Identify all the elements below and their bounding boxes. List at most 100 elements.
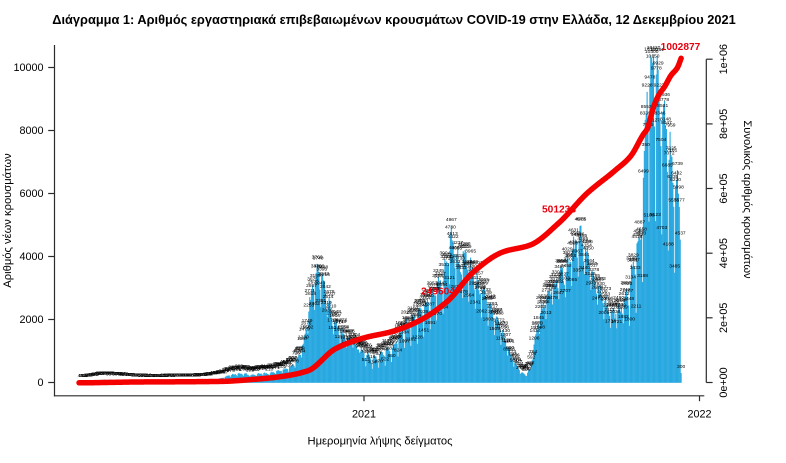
svg-text:1552: 1552	[302, 324, 313, 330]
svg-text:7959: 7959	[665, 123, 676, 129]
svg-text:7161: 7161	[666, 148, 677, 154]
svg-text:4658: 4658	[636, 227, 647, 233]
svg-text:3378: 3378	[588, 267, 599, 273]
svg-text:2564: 2564	[463, 293, 474, 299]
svg-text:9228: 9228	[642, 83, 653, 89]
svg-text:1230: 1230	[298, 335, 309, 341]
svg-text:4537: 4537	[675, 230, 686, 236]
svg-text:1721: 1721	[611, 319, 622, 325]
svg-text:4256: 4256	[582, 239, 593, 245]
svg-text:3017: 3017	[479, 278, 490, 284]
svg-text:8581: 8581	[657, 103, 668, 109]
svg-text:1206: 1206	[529, 335, 540, 341]
svg-text:300: 300	[677, 364, 685, 370]
svg-text:2495: 2495	[485, 295, 496, 301]
svg-text:3083: 3083	[595, 276, 606, 282]
svg-text:2013: 2013	[541, 310, 552, 316]
svg-text:2021: 2021	[352, 409, 376, 421]
svg-text:Αριθμός νέων κρουσμάτων: Αριθμός νέων κρουσμάτων	[2, 153, 14, 288]
svg-text:4e+05: 4e+05	[718, 238, 730, 268]
svg-text:4188: 4188	[663, 241, 674, 247]
svg-text:3531: 3531	[439, 262, 450, 268]
svg-text:422: 422	[526, 360, 534, 366]
svg-text:1803: 1803	[483, 317, 494, 323]
svg-text:5123: 5123	[650, 212, 661, 218]
svg-text:Ημερομηνία λήψης δείγματος: Ημερομηνία λήψης δείγματος	[307, 436, 453, 448]
svg-text:2618: 2618	[305, 291, 316, 297]
svg-text:9478: 9478	[644, 75, 655, 81]
svg-text:3188: 3188	[637, 273, 648, 279]
svg-text:3740: 3740	[313, 256, 324, 262]
svg-text:1451: 1451	[418, 328, 429, 334]
svg-text:3065: 3065	[566, 277, 577, 283]
svg-text:1228: 1228	[412, 335, 423, 341]
svg-text:1845: 1845	[533, 315, 544, 321]
svg-text:3965: 3965	[465, 248, 476, 254]
svg-text:1967: 1967	[331, 311, 342, 317]
svg-text:794: 794	[297, 348, 305, 354]
svg-text:10000: 10000	[13, 62, 43, 74]
svg-text:1307: 1307	[500, 332, 511, 338]
svg-text:10150: 10150	[646, 54, 660, 60]
svg-text:3433: 3433	[630, 265, 641, 271]
svg-text:1776: 1776	[336, 317, 347, 323]
svg-text:0e+00: 0e+00	[718, 367, 730, 397]
svg-text:2773: 2773	[600, 286, 611, 292]
svg-text:1002877: 1002877	[661, 42, 701, 53]
svg-text:5998: 5998	[673, 184, 684, 190]
svg-text:650: 650	[387, 353, 395, 359]
svg-text:1749: 1749	[302, 318, 313, 324]
svg-text:1e+06: 1e+06	[718, 44, 730, 74]
svg-text:3697: 3697	[629, 257, 640, 263]
svg-text:1548: 1548	[534, 325, 545, 331]
svg-text:9929: 9929	[653, 61, 664, 67]
svg-text:6432: 6432	[671, 171, 682, 177]
svg-text:2210: 2210	[325, 304, 336, 310]
svg-text:3216: 3216	[319, 272, 330, 278]
svg-text:1800: 1800	[624, 317, 635, 323]
svg-text:6499: 6499	[638, 169, 649, 175]
svg-text:2597: 2597	[325, 292, 336, 298]
svg-text:8346: 8346	[655, 110, 666, 116]
svg-text:7504: 7504	[655, 137, 666, 143]
svg-text:764: 764	[529, 349, 537, 355]
svg-text:3485: 3485	[669, 264, 680, 270]
svg-text:2341: 2341	[470, 300, 481, 306]
svg-text:3121: 3121	[444, 275, 455, 281]
svg-text:2923: 2923	[621, 281, 632, 287]
svg-text:4050: 4050	[583, 246, 594, 252]
svg-text:4887: 4887	[634, 219, 645, 225]
svg-text:2000: 2000	[19, 314, 43, 326]
svg-text:2189: 2189	[617, 304, 628, 310]
svg-text:3134: 3134	[625, 275, 636, 281]
svg-text:1988: 1988	[493, 311, 504, 317]
svg-text:4967: 4967	[446, 217, 457, 223]
svg-text:3844: 3844	[578, 252, 589, 258]
svg-text:6e+05: 6e+05	[718, 173, 730, 203]
svg-text:4985: 4985	[575, 216, 586, 222]
svg-text:6230: 6230	[670, 177, 681, 183]
svg-text:6000: 6000	[19, 188, 43, 200]
svg-text:3498: 3498	[561, 263, 572, 269]
svg-text:1691: 1691	[425, 320, 436, 326]
svg-text:8000: 8000	[19, 125, 43, 137]
svg-text:5577: 5577	[674, 198, 685, 204]
svg-text:2062: 2062	[476, 308, 487, 314]
svg-text:2022: 2022	[687, 409, 711, 421]
svg-text:2478: 2478	[547, 295, 558, 301]
svg-text:4703: 4703	[656, 225, 667, 231]
svg-text:Συνολικός αριθμός κρουσμάτων: Συνολικός αριθμός κρουσμάτων	[741, 120, 753, 279]
svg-text:4000: 4000	[19, 251, 43, 263]
svg-text:1101: 1101	[504, 339, 515, 345]
svg-text:4422: 4422	[448, 234, 459, 240]
svg-text:Διάγραμμα 1: Αριθμός εργαστηρι: Διάγραμμα 1: Αριθμός εργαστηριακά επιβεβ…	[52, 12, 735, 27]
svg-text:2707: 2707	[622, 288, 633, 294]
svg-text:470: 470	[291, 359, 299, 365]
svg-text:2211: 2211	[631, 304, 642, 310]
svg-text:824: 824	[394, 347, 402, 353]
svg-text:2842: 2842	[320, 284, 331, 290]
svg-text:0: 0	[37, 377, 43, 389]
svg-text:2e+05: 2e+05	[718, 303, 730, 333]
svg-text:2707: 2707	[560, 288, 571, 294]
svg-text:8e+05: 8e+05	[718, 109, 730, 139]
